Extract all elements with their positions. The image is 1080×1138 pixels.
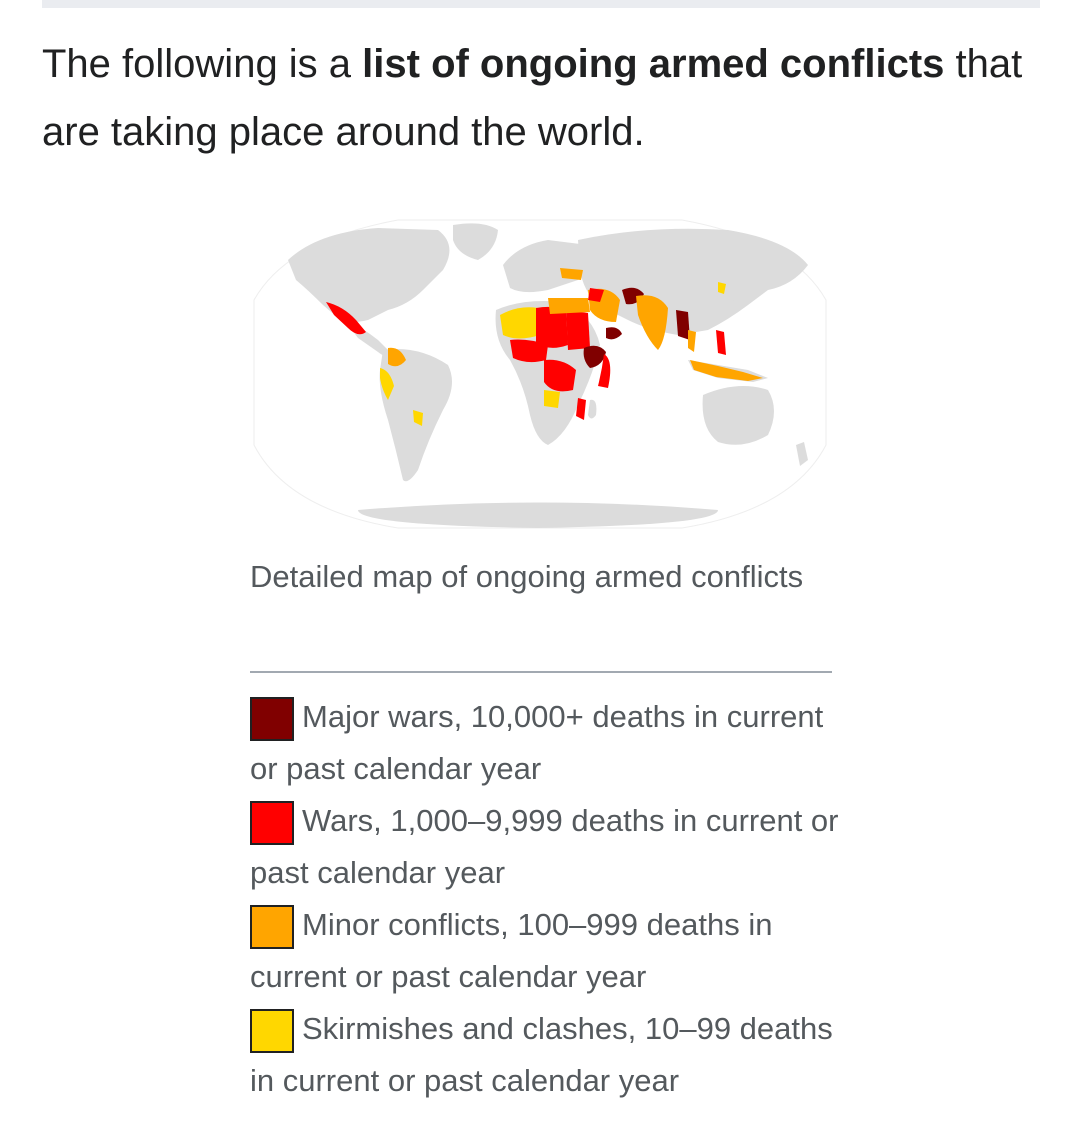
caption-divider: [250, 671, 832, 673]
legend-label-minor-conflicts: Minor conflicts, 100–999 deaths in curre…: [250, 907, 773, 994]
top-divider-strip: [42, 0, 1040, 8]
legend-swatch-minor-conflicts: [250, 905, 294, 949]
region-sahel-central: [536, 306, 568, 348]
land-asia: [578, 228, 808, 335]
land-europe: [503, 240, 590, 293]
region-mexico: [326, 302, 366, 335]
legend-swatch-wars: [250, 801, 294, 845]
region-myanmar: [676, 310, 690, 340]
legend-label-wars: Wars, 1,000–9,999 deaths in current or p…: [250, 803, 839, 890]
region-nigeria: [510, 339, 548, 363]
region-korea: [718, 282, 726, 294]
region-philippines: [716, 330, 726, 355]
region-libya-egypt: [548, 298, 590, 314]
intro-paragraph: The following is a list of ongoing armed…: [42, 30, 1032, 166]
legend-swatch-major-wars: [250, 697, 294, 741]
legend-item-wars: Wars, 1,000–9,999 deaths in current or p…: [250, 795, 840, 899]
intro-text-end: that are taking place around the world.: [42, 42, 1023, 154]
land-japan: [726, 286, 736, 303]
legend-item-skirmishes: Skirmishes and clashes, 10–99 deaths in …: [250, 1003, 840, 1107]
land-north-america: [288, 228, 450, 323]
legend-swatch-skirmishes: [250, 1009, 294, 1053]
legend-item-major-wars: Major wars, 10,000+ deaths in current or…: [250, 691, 840, 795]
legend-label-skirmishes: Skirmishes and clashes, 10–99 deaths in …: [250, 1011, 833, 1098]
region-colombia: [388, 347, 406, 367]
map-caption: Detailed map of ongoing armed conflicts: [250, 559, 804, 594]
conflict-world-map[interactable]: [248, 210, 832, 535]
intro-bold-link-text[interactable]: list of ongoing armed conflicts: [362, 42, 945, 86]
land-madagascar: [588, 399, 597, 419]
region-yemen: [606, 327, 622, 340]
region-angola: [544, 390, 560, 408]
world-map-svg: [253, 219, 827, 529]
land-australia: [702, 386, 774, 445]
region-iraq-syria: [588, 288, 604, 302]
region-thailand: [688, 330, 696, 352]
region-ethiopia: [583, 345, 606, 368]
legend-label-major-wars: Major wars, 10,000+ deaths in current or…: [250, 699, 824, 786]
region-ukraine: [560, 268, 583, 280]
region-somalia: [598, 354, 611, 388]
region-peru: [380, 368, 394, 400]
land-greenland: [453, 223, 498, 260]
region-south-asia: [636, 295, 668, 350]
region-drc: [544, 359, 576, 392]
intro-text-start: The following is a: [42, 42, 363, 86]
region-sahel-west: [500, 307, 540, 339]
region-indonesia: [690, 360, 763, 381]
map-legend: Major wars, 10,000+ deaths in current or…: [250, 691, 850, 1107]
land-new-zealand: [796, 442, 808, 466]
legend-item-minor-conflicts: Minor conflicts, 100–999 deaths in curre…: [250, 899, 840, 1003]
conflict-regions: [326, 268, 763, 426]
land-antarctica: [358, 502, 718, 528]
region-mozambique: [576, 398, 586, 420]
region-sudan: [566, 310, 590, 350]
region-paraguay: [413, 410, 423, 426]
